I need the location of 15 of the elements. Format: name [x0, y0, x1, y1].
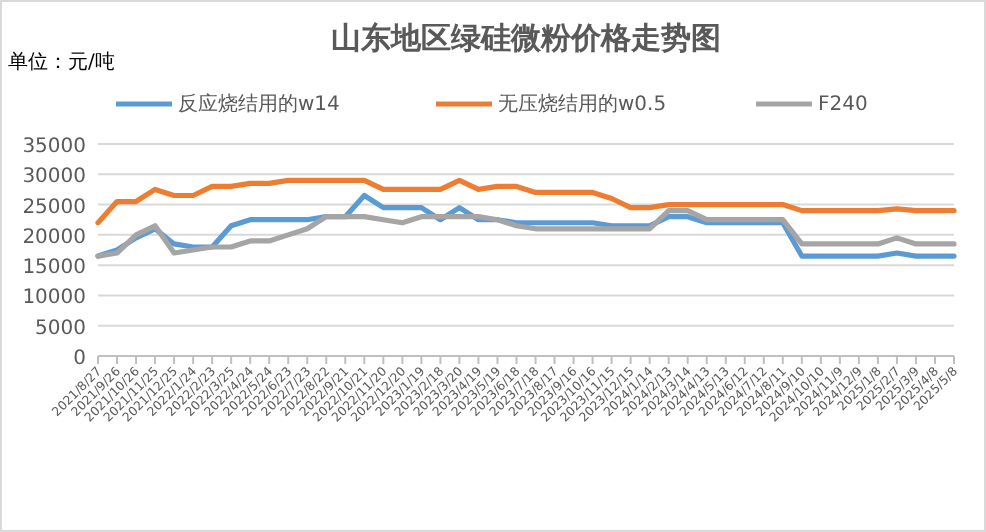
line-series	[95, 177, 957, 226]
legend-label: 反应烧结用的w14	[178, 92, 340, 116]
y-tick-label: 35000	[22, 136, 86, 158]
y-tick-label: 10000	[22, 287, 86, 310]
chart-title: 山东地区绿硅微粉价格走势图	[331, 20, 721, 56]
legend-label: F240	[818, 94, 868, 116]
y-tick-label: 15000	[22, 257, 86, 280]
text: 单位：元/吨	[8, 50, 115, 74]
line-series	[95, 208, 957, 259]
y-tick-label: 25000	[22, 196, 86, 219]
legend-label: 无压烧结用的w0.5	[498, 92, 667, 116]
y-tick-label: 30000	[22, 166, 86, 189]
y-tick-label: 0	[73, 348, 86, 370]
y-tick-label: 5000	[35, 317, 86, 340]
y-tick-label: 20000	[22, 226, 86, 249]
